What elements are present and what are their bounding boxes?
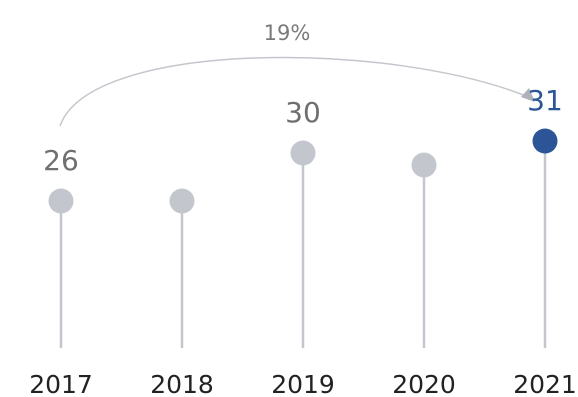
growth-label: 19% <box>264 21 311 45</box>
tick-label-2017: 2017 <box>29 370 93 397</box>
value-label-2017: 26 <box>43 144 79 177</box>
tick-label-2018: 2018 <box>150 370 214 397</box>
dot-2018 <box>169 188 195 214</box>
tick-label-2021: 2021 <box>513 370 577 397</box>
arrowhead-icon <box>521 88 535 102</box>
value-label-2019: 30 <box>285 96 321 129</box>
growth-arc <box>59 56 532 127</box>
dot-2021 <box>532 128 558 154</box>
value-label-2021: 31 <box>527 84 563 117</box>
dot-2017 <box>48 188 74 214</box>
tick-label-2020: 2020 <box>392 370 456 397</box>
chart-marks: 2017 26 2018 2019 30 2020 2021 31 <box>29 84 577 397</box>
tick-label-2019: 2019 <box>271 370 335 397</box>
growth-annotation: 19% <box>59 21 535 127</box>
dot-2020 <box>411 152 437 178</box>
dot-2019 <box>290 140 316 166</box>
